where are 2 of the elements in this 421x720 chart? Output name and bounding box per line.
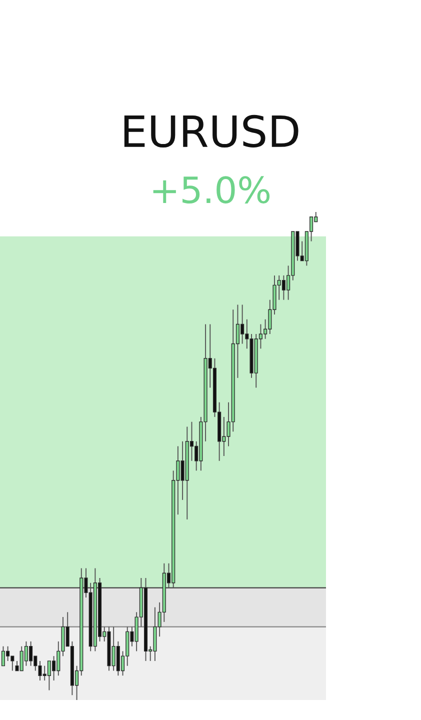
chart-title: EURUSD bbox=[124, 114, 298, 148]
chart-subtitle: +5.0% bbox=[153, 176, 270, 204]
